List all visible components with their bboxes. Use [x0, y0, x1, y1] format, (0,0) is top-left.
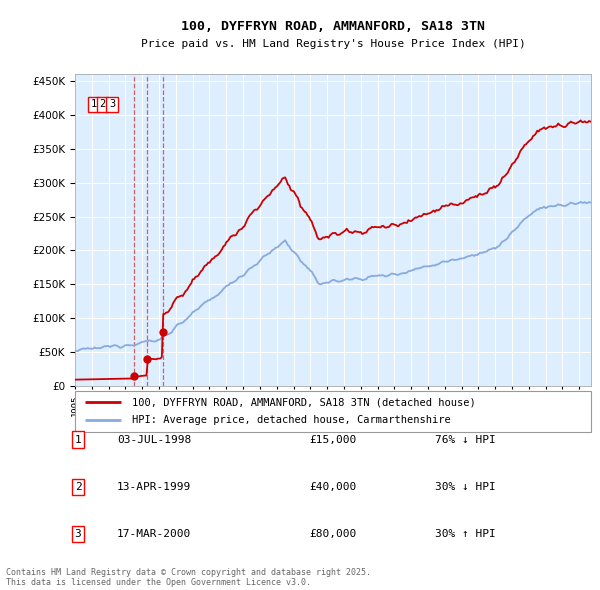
Text: 17-MAR-2000: 17-MAR-2000	[117, 529, 191, 539]
Text: 100, DYFFRYN ROAD, AMMANFORD, SA18 3TN: 100, DYFFRYN ROAD, AMMANFORD, SA18 3TN	[181, 20, 485, 33]
Text: 2: 2	[100, 99, 106, 109]
Text: 1: 1	[74, 435, 82, 444]
Text: 03-JUL-1998: 03-JUL-1998	[117, 435, 191, 444]
Text: £80,000: £80,000	[309, 529, 356, 539]
Text: 30% ↓ HPI: 30% ↓ HPI	[435, 482, 496, 491]
Text: 13-APR-1999: 13-APR-1999	[117, 482, 191, 491]
Text: 2: 2	[74, 482, 82, 491]
Text: £40,000: £40,000	[309, 482, 356, 491]
Text: 3: 3	[109, 99, 115, 109]
Text: HPI: Average price, detached house, Carmarthenshire: HPI: Average price, detached house, Carm…	[132, 415, 451, 425]
Text: £15,000: £15,000	[309, 435, 356, 444]
Text: 3: 3	[74, 529, 82, 539]
Text: 100, DYFFRYN ROAD, AMMANFORD, SA18 3TN (detached house): 100, DYFFRYN ROAD, AMMANFORD, SA18 3TN (…	[132, 397, 476, 407]
Text: 30% ↑ HPI: 30% ↑ HPI	[435, 529, 496, 539]
Text: 1: 1	[91, 99, 97, 109]
Text: Price paid vs. HM Land Registry's House Price Index (HPI): Price paid vs. HM Land Registry's House …	[140, 40, 526, 49]
Text: Contains HM Land Registry data © Crown copyright and database right 2025.
This d: Contains HM Land Registry data © Crown c…	[6, 568, 371, 587]
Text: 76% ↓ HPI: 76% ↓ HPI	[435, 435, 496, 444]
